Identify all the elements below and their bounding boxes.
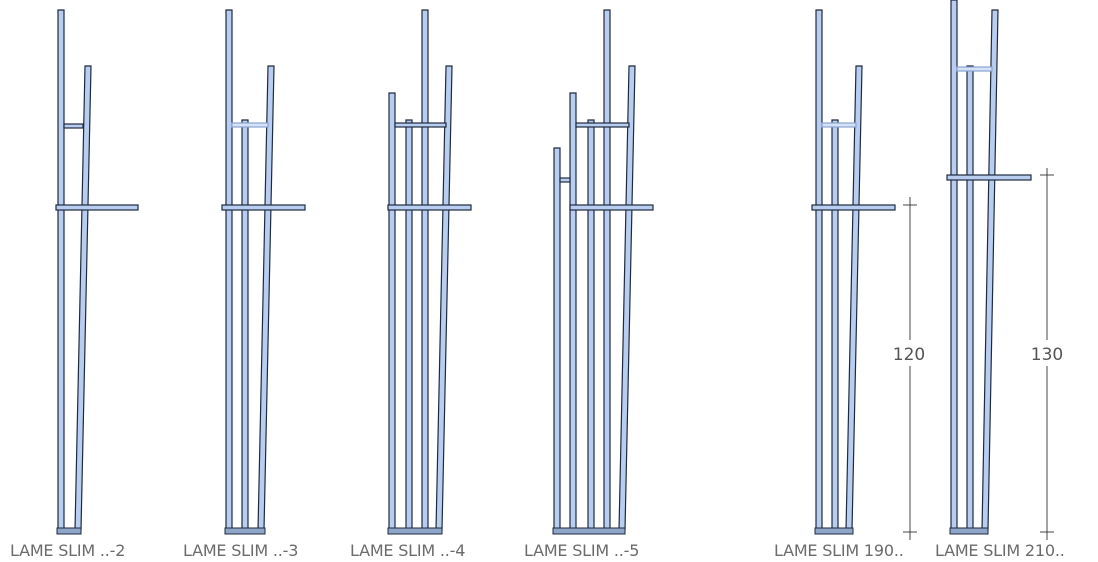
model-label: LAME SLIM ..-2 (10, 541, 125, 560)
model-4-bars (387, 9, 472, 535)
bar (950, 0, 958, 531)
bar (388, 92, 396, 531)
bar (831, 119, 839, 531)
bar (74, 65, 92, 531)
model-label: LAME SLIM 210.. (935, 541, 1065, 560)
model-label: LAME SLIM 190.. (774, 541, 904, 560)
towel-bar (55, 204, 139, 211)
bar (57, 9, 65, 531)
bar (225, 9, 233, 531)
rung (394, 122, 447, 128)
bar (241, 119, 249, 531)
towel-bar (387, 204, 472, 211)
dimension-130: 130 (1028, 168, 1066, 540)
bar (257, 65, 275, 531)
rung (575, 122, 630, 128)
rung (231, 122, 269, 128)
bar (845, 65, 863, 531)
bar (981, 9, 999, 531)
foot (814, 527, 854, 535)
bar (421, 9, 429, 531)
dimension-120: 120 (890, 197, 928, 540)
bar (815, 9, 823, 531)
model-label: LAME SLIM ..-4 (350, 541, 465, 560)
rung (821, 122, 857, 128)
model-210 (946, 0, 1032, 535)
towel-bar (811, 204, 896, 211)
dimension-label: 130 (1031, 345, 1063, 365)
towel-bar (221, 204, 306, 211)
rung (956, 66, 993, 72)
bar (966, 65, 974, 531)
foot (387, 527, 443, 535)
bar (553, 147, 561, 531)
bar (587, 119, 595, 531)
rung (559, 177, 571, 183)
foot (224, 527, 266, 535)
towel-bar (569, 204, 654, 211)
bar (618, 65, 636, 531)
rung (63, 123, 84, 129)
bar (405, 119, 413, 531)
foot (552, 527, 626, 535)
model-label: LAME SLIM ..-5 (524, 541, 639, 560)
model-2-bars (55, 9, 139, 535)
model-190 (811, 9, 896, 535)
dimension-label: 120 (893, 345, 925, 365)
bar (435, 65, 453, 531)
model-label: LAME SLIM ..-3 (183, 541, 298, 560)
bar (603, 9, 611, 531)
foot (56, 527, 82, 535)
towel-bar (946, 174, 1032, 181)
model-5-bars (552, 9, 654, 535)
model-3-bars (221, 9, 306, 535)
foot (949, 527, 989, 535)
bar (569, 92, 577, 531)
